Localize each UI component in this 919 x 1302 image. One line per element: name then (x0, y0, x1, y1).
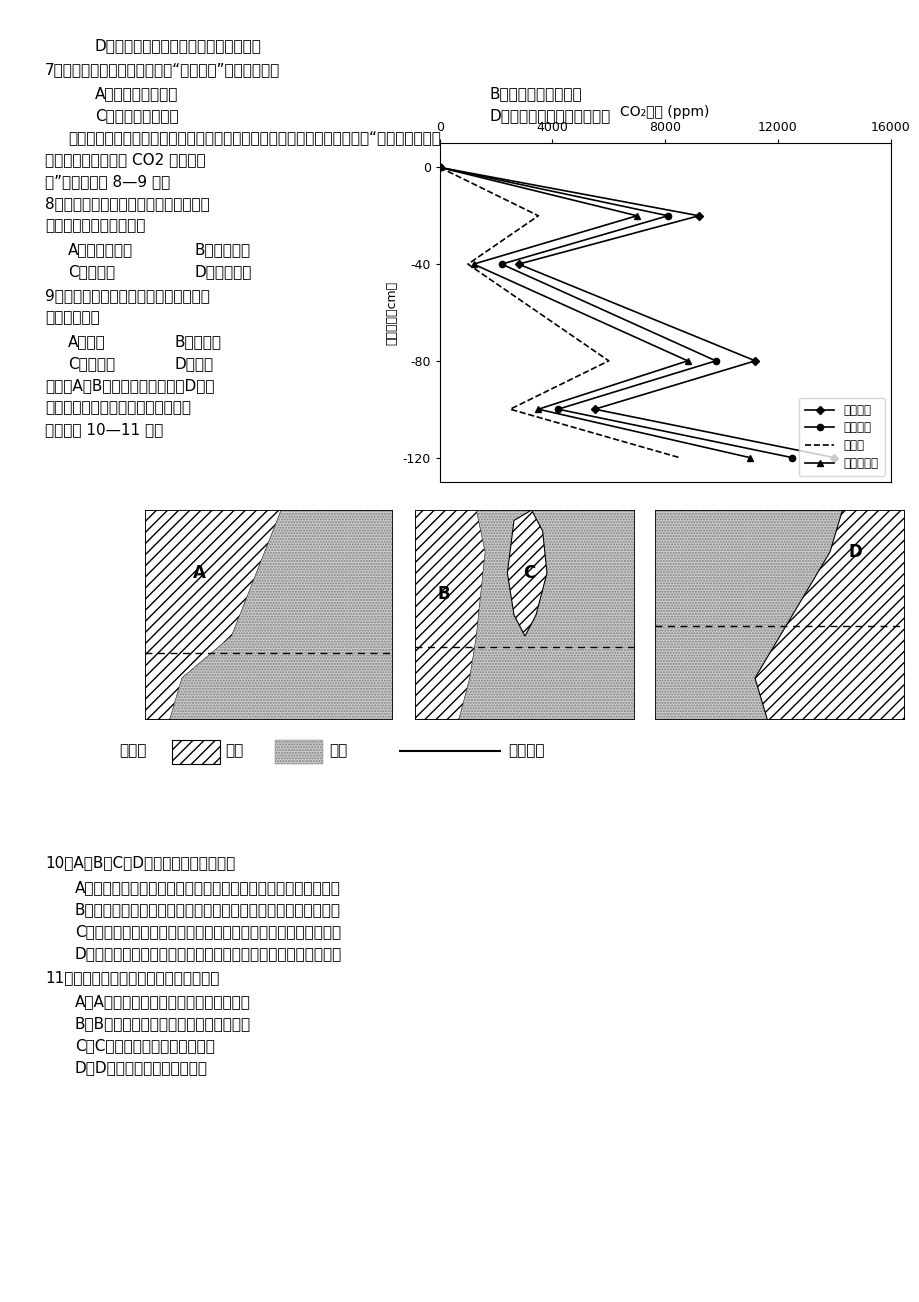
Text: 同植被下土壤空气中 CO2 浓度示意: 同植被下土壤空气中 CO2 浓度示意 (45, 152, 206, 167)
Line: 人工草坡: 人工草坡 (437, 164, 794, 461)
天然草坡 (693, 208, 704, 224)
Text: A．丰富的矿产资源: A．丰富的矿产资源 (95, 86, 178, 102)
Bar (275, 740, 323, 764)
柏树林 (505, 401, 516, 417)
天然草坡 (434, 160, 445, 176)
人工草坡 (709, 353, 720, 368)
Text: B．泥石流: B．泥石流 (175, 335, 221, 349)
Text: D．D地所在国家有广阔的高原: D．D地所在国家有广阔的高原 (75, 1060, 208, 1075)
柏树林 (532, 208, 543, 224)
Line: 天然草坡: 天然草坡 (437, 164, 836, 461)
无植被耕地 (468, 256, 479, 272)
Text: D．天然草坡: D．天然草坡 (195, 264, 252, 279)
Text: 陆地: 陆地 (225, 743, 244, 759)
无植被耕地 (682, 353, 693, 368)
Text: A．无植被耕地: A．无植被耕地 (68, 242, 133, 256)
Text: 海洋: 海洋 (328, 743, 346, 759)
人工草坡 (786, 449, 797, 465)
Text: D: D (847, 543, 861, 561)
Legend: 天然草坡, 人工草坡, 柏树林, 无植被耕地: 天然草坡, 人工草坡, 柏树林, 无植被耕地 (798, 398, 884, 475)
Line: 柏树林: 柏树林 (439, 168, 678, 457)
Text: C: C (523, 564, 535, 582)
Y-axis label: 土壤深度（cm）: 土壤深度（cm） (385, 280, 398, 345)
Text: 线。完成 10—11 题。: 线。完成 10—11 题。 (45, 422, 163, 437)
Text: 图例：: 图例： (119, 743, 147, 759)
无植被耕地 (630, 208, 641, 224)
Polygon shape (654, 510, 842, 720)
Text: 南回归线: 南回归线 (507, 743, 544, 759)
Text: 7．田纳西河两岸能够形成一条“工业走廊”，主要得益于: 7．田纳西河两岸能够形成一条“工业走廊”，主要得益于 (45, 62, 280, 77)
Text: 下图，A、B大陆是东半球大陆，D是西: 下图，A、B大陆是东半球大陆，D是西 (45, 378, 214, 393)
Text: D．滑坡: D．滑坡 (175, 355, 214, 371)
Text: A．A地所在的大洲是人口增长最快的大洲: A．A地所在的大洲是人口增长最快的大洲 (75, 993, 251, 1009)
Polygon shape (414, 510, 485, 720)
Text: B．旅游业的带动作用: B．旅游业的带动作用 (490, 86, 582, 102)
Text: B．人工草坡: B．人工草坡 (195, 242, 251, 256)
Polygon shape (754, 510, 904, 720)
天然草坡 (749, 353, 760, 368)
Line: 无植被耕地: 无植被耕地 (436, 164, 753, 461)
Text: A．沙化: A．沙化 (68, 335, 106, 349)
天然草坡 (513, 256, 524, 272)
人工草坡 (434, 160, 445, 176)
Text: B．热带雨林气候、热带草原气候、热带雨林气候、热带雨林气候: B．热带雨林气候、热带草原气候、热带雨林气候、热带雨林气候 (75, 902, 341, 917)
Text: D．全国最大的电力供应基地: D．全国最大的电力供应基地 (490, 108, 610, 122)
Text: 石灰岩在酸的作用下被溶解侵蚀形成喀斯特地貌，如云南路南石林，下图为“云南路南石林不: 石灰岩在酸的作用下被溶解侵蚀形成喀斯特地貌，如云南路南石林，下图为“云南路南石林… (68, 130, 440, 145)
人工草坡 (662, 208, 673, 224)
Polygon shape (145, 510, 281, 720)
Text: 图”，读图完成 8—9 题。: 图”，读图完成 8—9 题。 (45, 174, 170, 189)
Text: A．热带草原气候、热带沙漠气候、热带雨林气候、热带草原气候: A．热带草原气候、热带沙漠气候、热带雨林气候、热带草原气候 (75, 880, 341, 894)
柏树林 (434, 160, 445, 176)
Polygon shape (507, 510, 547, 635)
无植被耕地 (743, 449, 754, 465)
无植被耕地 (532, 401, 543, 417)
Bar (172, 740, 220, 764)
Text: B: B (437, 585, 449, 603)
柏树林 (673, 449, 684, 465)
无植被耕地 (434, 160, 445, 176)
Text: 8、如果水分条件相同，那么图中哪种植: 8、如果水分条件相同，那么图中哪种植 (45, 197, 210, 211)
Text: C．热带草原气候、热带雨林气候、热带草原气候、热带草原气候: C．热带草原气候、热带雨林气候、热带草原气候、热带草原气候 (75, 924, 341, 939)
Text: C．C地所在岛屿附近有寒流流经: C．C地所在岛屿附近有寒流流经 (75, 1038, 215, 1053)
人工草坡 (552, 401, 563, 417)
Text: D．热带雨林气候、热带雨林气候、热带雨林气候、热带沙漠气候: D．热带雨林气候、热带雨林气候、热带雨林气候、热带沙漠气候 (75, 947, 342, 961)
Text: B．B地所在洲有世界上径流量最大的河流: B．B地所在洲有世界上径流量最大的河流 (75, 1016, 251, 1031)
Text: C．石漠化: C．石漠化 (68, 355, 115, 371)
Title: CO₂浓度 (ppm): CO₂浓度 (ppm) (619, 104, 709, 118)
Text: 9、如果当地植被破坏严重，最终产生的: 9、如果当地植被破坏严重，最终产生的 (45, 288, 210, 303)
Text: 半球大陆，图中虚线表示的是南回归: 半球大陆，图中虚线表示的是南回归 (45, 400, 191, 415)
天然草坡 (588, 401, 599, 417)
Text: 环境问题是：: 环境问题是： (45, 310, 99, 326)
Text: A: A (193, 564, 206, 582)
Text: 11．下列关于图中所示地区的正确说法是: 11．下列关于图中所示地区的正确说法是 (45, 970, 219, 986)
Text: D．炼铜工业的发展造成严重的环境污染: D．炼铜工业的发展造成严重的环境污染 (95, 38, 262, 53)
柏树林 (462, 256, 473, 272)
Polygon shape (170, 510, 392, 720)
天然草坡 (828, 449, 839, 465)
Text: C．便利的航运条件: C．便利的航运条件 (95, 108, 178, 122)
Text: C．柏树林: C．柏树林 (68, 264, 115, 279)
Polygon shape (459, 510, 634, 720)
人工草坡 (495, 256, 506, 272)
柏树林 (603, 353, 614, 368)
Text: 被下的岩石最易被溶蚀：: 被下的岩石最易被溶蚀： (45, 217, 145, 233)
Bar (275, 740, 323, 764)
Text: 10．A、B、C、D四地的气候类型分别是: 10．A、B、C、D四地的气候类型分别是 (45, 855, 235, 870)
